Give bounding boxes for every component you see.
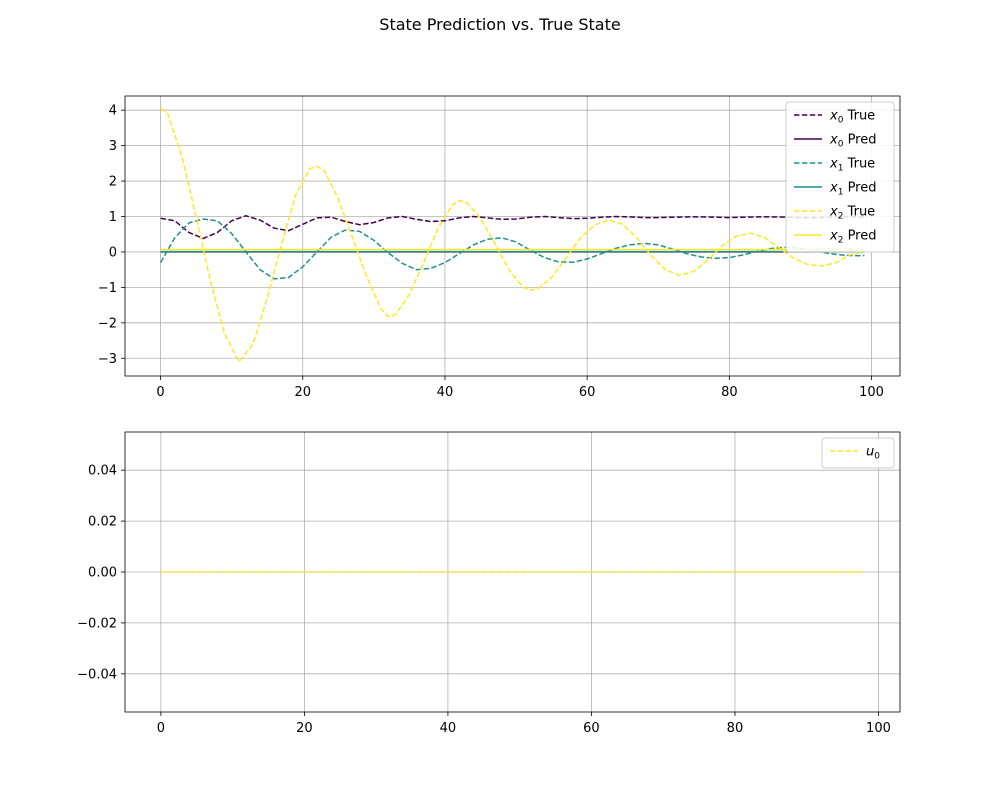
y-tick-label: 0 [109,245,117,260]
legend-box [821,437,895,469]
legend: u0 [821,437,895,469]
series-line-x2-true [160,107,865,364]
y-tick-label: 0.00 [88,566,117,581]
series-line-x0-true [160,215,865,240]
x-tick-label: 60 [583,721,600,736]
bottom-axes-input-plot: 0 20 40 60 80 100 −0.04 −0.02 0.00 0.02 0.04 u0 [77,431,901,736]
y-tick-label: 4 [109,104,117,119]
x-tick-label: 80 [721,385,738,400]
y-tick-label: −0.02 [77,616,117,631]
y-tick-label: 2 [109,175,117,190]
x-tick-label: 100 [866,721,891,736]
top-axes-state-plot: 0 20 40 60 80 100 −3 −2 −1 0 1 2 3 4 x0 True x0 Pred x1 … [98,95,901,400]
legend-label: u0 [866,445,880,462]
axes-frame [124,95,901,377]
x-tick-label: 0 [156,385,164,400]
y-tick-label: −3 [98,352,117,367]
y-tick-label: −2 [98,316,117,331]
x-tick-label: 0 [157,721,165,736]
figure-title: State Prediction vs. True State [379,15,620,34]
x-tick-label: 40 [440,721,457,736]
legend-label: x2 True [829,205,875,222]
y-tick-label: 0.04 [88,464,117,479]
legend-label: x0 Pred [829,133,877,150]
y-tick-label: −1 [98,281,117,296]
legend-label: x2 Pred [829,229,877,246]
x-tick-label: 20 [296,721,313,736]
x-tick-label: 60 [579,385,596,400]
legend-label: x1 Pred [829,181,877,198]
x-tick-label: 100 [859,385,884,400]
x-tick-label: 20 [294,385,311,400]
x-tick-label: 80 [727,721,744,736]
y-tick-label: 1 [109,210,117,225]
legend-label: x1 True [829,157,875,174]
axes-frame [124,431,901,713]
y-tick-label: 0.02 [88,515,117,530]
legend-label: x0 True [829,109,875,126]
y-tick-label: 3 [109,139,117,154]
x-tick-label: 40 [437,385,454,400]
legend: x0 True x0 Pred x1 True x1 Pred x2 True x2 Pr… [785,101,895,253]
y-tick-label: −0.04 [77,667,117,682]
